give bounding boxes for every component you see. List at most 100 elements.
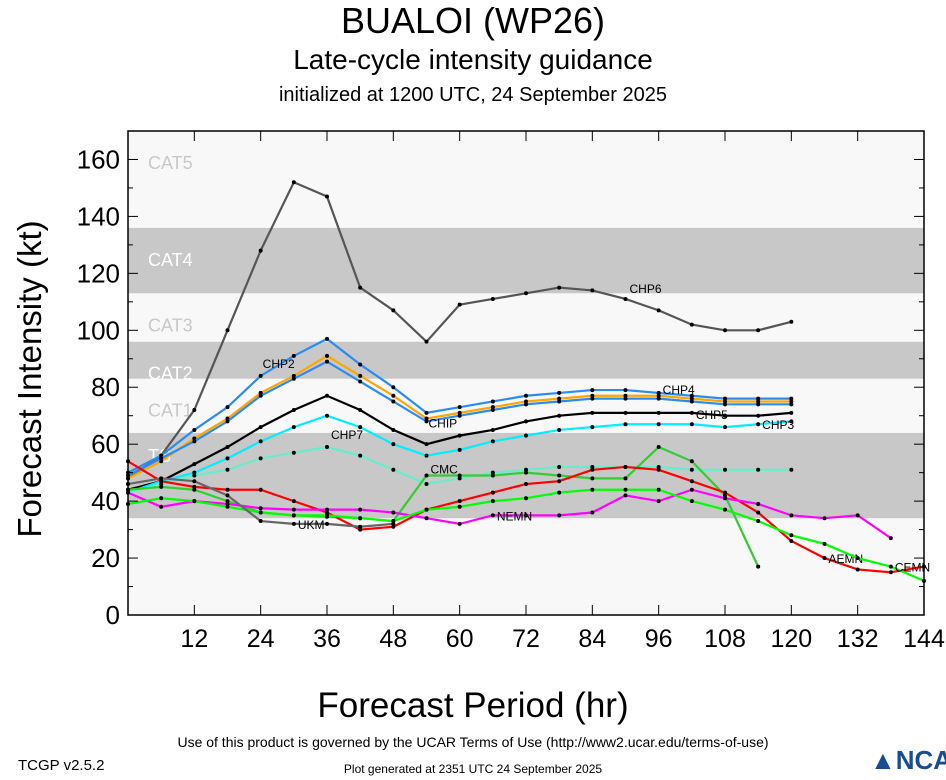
- x-tick-label: 120: [770, 625, 812, 653]
- x-tick-label: 132: [837, 625, 879, 653]
- data-point: [159, 504, 164, 509]
- data-point: [291, 373, 296, 378]
- data-point: [325, 194, 329, 199]
- data-point: [291, 521, 296, 526]
- x-tick-label: 60: [446, 625, 474, 653]
- data-point: [291, 353, 296, 358]
- terms-text: Use of this product is governed by the U…: [177, 734, 769, 750]
- y-tick-label: 100: [77, 315, 120, 345]
- data-point: [524, 470, 528, 475]
- data-point: [723, 402, 727, 407]
- data-point: [225, 445, 230, 450]
- data-point: [457, 473, 462, 478]
- data-point: [325, 353, 329, 358]
- data-point: [358, 408, 363, 413]
- data-point: [656, 445, 661, 450]
- data-point: [258, 373, 263, 378]
- data-point: [325, 336, 329, 341]
- data-point: [358, 524, 363, 529]
- data-point: [689, 393, 694, 398]
- x-axis-label: Forecast Period (hr): [317, 686, 629, 725]
- data-point: [557, 413, 562, 418]
- data-point: [557, 473, 562, 478]
- data-point: [855, 556, 860, 561]
- data-point: [656, 390, 661, 395]
- data-point: [557, 396, 562, 401]
- data-point: [590, 476, 595, 481]
- data-point: [490, 499, 495, 504]
- data-point: [391, 399, 396, 404]
- data-point: [391, 467, 396, 472]
- data-point: [656, 487, 661, 492]
- series-label: CHP4: [663, 383, 695, 397]
- data-point: [225, 493, 230, 498]
- data-point: [888, 564, 893, 569]
- data-point: [159, 456, 164, 461]
- generated-text: Plot generated at 2351 UTC 24 September …: [343, 762, 603, 776]
- ncar-logo: ▲NCAR: [870, 745, 946, 775]
- data-point: [723, 396, 727, 401]
- data-point: [689, 499, 694, 504]
- data-point: [789, 402, 794, 407]
- data-point: [325, 393, 329, 398]
- data-point: [391, 510, 396, 515]
- data-point: [325, 413, 329, 418]
- data-point: [789, 399, 794, 404]
- data-point: [689, 410, 694, 415]
- data-point: [656, 410, 661, 415]
- data-point: [159, 496, 164, 501]
- band-label: CAT2: [148, 364, 193, 384]
- data-point: [689, 422, 694, 427]
- series-label: CHP3: [762, 418, 794, 432]
- data-point: [424, 453, 429, 458]
- data-point: [457, 433, 462, 438]
- data-point: [756, 564, 761, 569]
- data-point: [159, 479, 164, 484]
- data-point: [656, 308, 661, 313]
- data-point: [457, 499, 462, 504]
- band-cat4: [128, 227, 924, 294]
- data-point: [723, 490, 727, 495]
- data-point: [524, 399, 528, 404]
- data-point: [656, 499, 661, 504]
- x-tick-label: 144: [903, 625, 945, 653]
- data-point: [490, 427, 495, 432]
- data-point: [623, 487, 628, 492]
- chart-title: BUALOI (WP26): [340, 0, 606, 41]
- data-point: [424, 507, 429, 512]
- data-point: [557, 427, 562, 432]
- init-time: initialized at 1200 UTC, 24 September 20…: [278, 84, 667, 106]
- data-point: [225, 419, 230, 424]
- x-tick-label: 96: [645, 625, 673, 653]
- data-point: [789, 410, 794, 415]
- y-tick-label: 140: [77, 201, 120, 231]
- series-line-cmc: [127, 445, 760, 568]
- data-point: [291, 376, 296, 381]
- data-point: [557, 490, 562, 495]
- data-point: [358, 373, 363, 378]
- data-point: [888, 536, 893, 541]
- data-point: [756, 467, 761, 472]
- data-point: [258, 519, 263, 524]
- data-point: [623, 388, 628, 393]
- data-point: [192, 427, 197, 432]
- band-cat2: [128, 341, 924, 379]
- data-point: [358, 362, 363, 367]
- data-point: [391, 308, 396, 313]
- data-point: [490, 408, 495, 413]
- data-point: [524, 291, 528, 296]
- data-point: [822, 541, 827, 546]
- data-point: [822, 516, 827, 521]
- data-point: [689, 459, 694, 464]
- data-point: [524, 393, 528, 398]
- data-point: [490, 296, 495, 301]
- x-tick-label: 108: [704, 625, 746, 653]
- data-point: [623, 464, 628, 469]
- data-point: [225, 456, 230, 461]
- data-point: [225, 328, 230, 333]
- data-point: [723, 496, 727, 501]
- data-point: [391, 521, 396, 526]
- data-point: [822, 556, 827, 561]
- data-point: [590, 388, 595, 393]
